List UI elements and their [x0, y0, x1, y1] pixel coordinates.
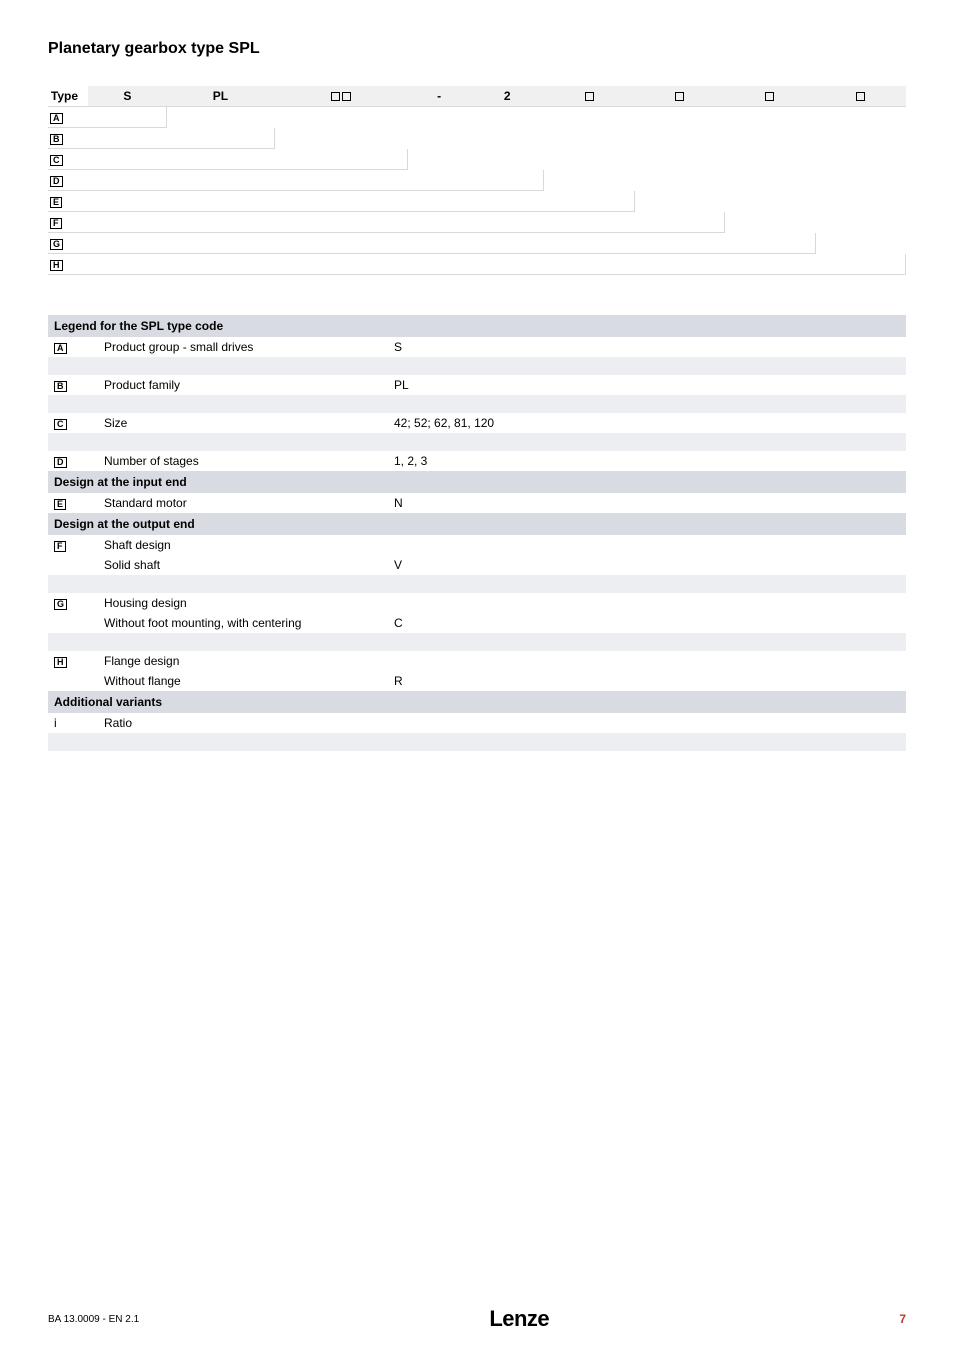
legend-value: 1, 2, 3 — [388, 451, 906, 471]
code-col-2 — [274, 86, 408, 107]
footer-left: BA 13.0009 - EN 2.1 — [48, 1314, 139, 1325]
code-col-3: - — [408, 86, 471, 107]
boxed-letter-icon: H — [54, 657, 67, 668]
legend-spacer — [48, 633, 906, 651]
legend-name: Product group - small drives — [98, 337, 388, 357]
legend-icon-cell: i — [48, 713, 98, 733]
legend-spacer — [48, 395, 906, 413]
legend-value: S — [388, 337, 906, 357]
legend-value: R — [388, 671, 906, 691]
code-col-8 — [815, 86, 905, 107]
type-code-table: Type S PL - 2 A B C D E F G H — [48, 86, 906, 275]
legend-value: 42; 52; 62, 81, 120 — [388, 413, 906, 433]
boxed-letter-icon: C — [54, 419, 67, 430]
code-row-label: F — [48, 212, 88, 233]
legend-value — [388, 651, 906, 671]
legend-name: Ratio — [98, 713, 388, 733]
boxed-letter-icon: C — [50, 155, 63, 166]
legend-section-header: Legend for the SPL type code — [48, 315, 906, 337]
code-row-label: D — [48, 170, 88, 191]
legend-value: PL — [388, 375, 906, 395]
code-col-4: 2 — [471, 86, 544, 107]
boxed-letter-icon: F — [50, 218, 62, 229]
legend-name: Flange design — [98, 651, 388, 671]
boxed-letter-icon: E — [50, 197, 62, 208]
code-col-1: PL — [167, 86, 274, 107]
boxed-letter-icon: G — [54, 599, 67, 610]
legend-spacer — [48, 733, 906, 751]
legend-table: Legend for the SPL type code A Product gro… — [48, 315, 906, 751]
code-row-label: G — [48, 233, 88, 254]
legend-name: Standard motor — [98, 493, 388, 513]
legend-name: Shaft design — [98, 535, 388, 555]
boxed-letter-icon: B — [50, 134, 63, 145]
legend-icon-cell — [48, 671, 98, 691]
code-col-0: S — [88, 86, 167, 107]
legend-value: C — [388, 613, 906, 633]
legend-name: Number of stages — [98, 451, 388, 471]
code-col-6 — [634, 86, 724, 107]
code-col-5 — [544, 86, 634, 107]
legend-name: Size — [98, 413, 388, 433]
footer-page-number: 7 — [899, 1312, 906, 1326]
legend-icon-cell: A — [48, 337, 98, 357]
code-row-label: H — [48, 254, 88, 275]
legend-value: N — [388, 493, 906, 513]
boxed-letter-icon: A — [50, 113, 63, 124]
boxed-letter-icon: E — [54, 499, 66, 510]
legend-value: V — [388, 555, 906, 575]
legend-icon-cell — [48, 555, 98, 575]
page-footer: BA 13.0009 - EN 2.1 Lenze 7 — [48, 1306, 906, 1332]
legend-icon-cell — [48, 613, 98, 633]
legend-icon-cell: D — [48, 451, 98, 471]
legend-name: Without foot mounting, with centering — [98, 613, 388, 633]
code-row-label: A — [48, 107, 88, 128]
boxed-letter-icon: G — [50, 239, 63, 250]
legend-section-header: Design at the output end — [48, 513, 906, 535]
legend-name: Housing design — [98, 593, 388, 613]
type-label: Type — [48, 86, 88, 107]
legend-spacer — [48, 357, 906, 375]
boxed-letter-icon: D — [54, 457, 67, 468]
code-row-label: E — [48, 191, 88, 212]
legend-name: Without flange — [98, 671, 388, 691]
legend-icon-cell: F — [48, 535, 98, 555]
legend-value — [388, 713, 906, 733]
legend-section-header: Additional variants — [48, 691, 906, 713]
legend-icon-cell: G — [48, 593, 98, 613]
legend-icon-cell: E — [48, 493, 98, 513]
boxed-letter-icon: D — [50, 176, 63, 187]
legend-icon-cell: C — [48, 413, 98, 433]
legend-spacer — [48, 575, 906, 593]
legend-value — [388, 535, 906, 555]
code-row-label: B — [48, 128, 88, 149]
legend-spacer — [48, 433, 906, 451]
page-title: Planetary gearbox type SPL — [48, 40, 906, 58]
legend-icon-cell: B — [48, 375, 98, 395]
footer-brand: Lenze — [489, 1306, 549, 1332]
legend-name: Solid shaft — [98, 555, 388, 575]
legend-icon-cell: H — [48, 651, 98, 671]
boxed-letter-icon: B — [54, 381, 67, 392]
boxed-letter-icon: A — [54, 343, 67, 354]
code-row-label: C — [48, 149, 88, 170]
legend-value — [388, 593, 906, 613]
legend-section-header: Design at the input end — [48, 471, 906, 493]
boxed-letter-icon: F — [54, 541, 66, 552]
legend-name: Product family — [98, 375, 388, 395]
boxed-letter-icon: H — [50, 260, 63, 271]
code-col-7 — [725, 86, 815, 107]
